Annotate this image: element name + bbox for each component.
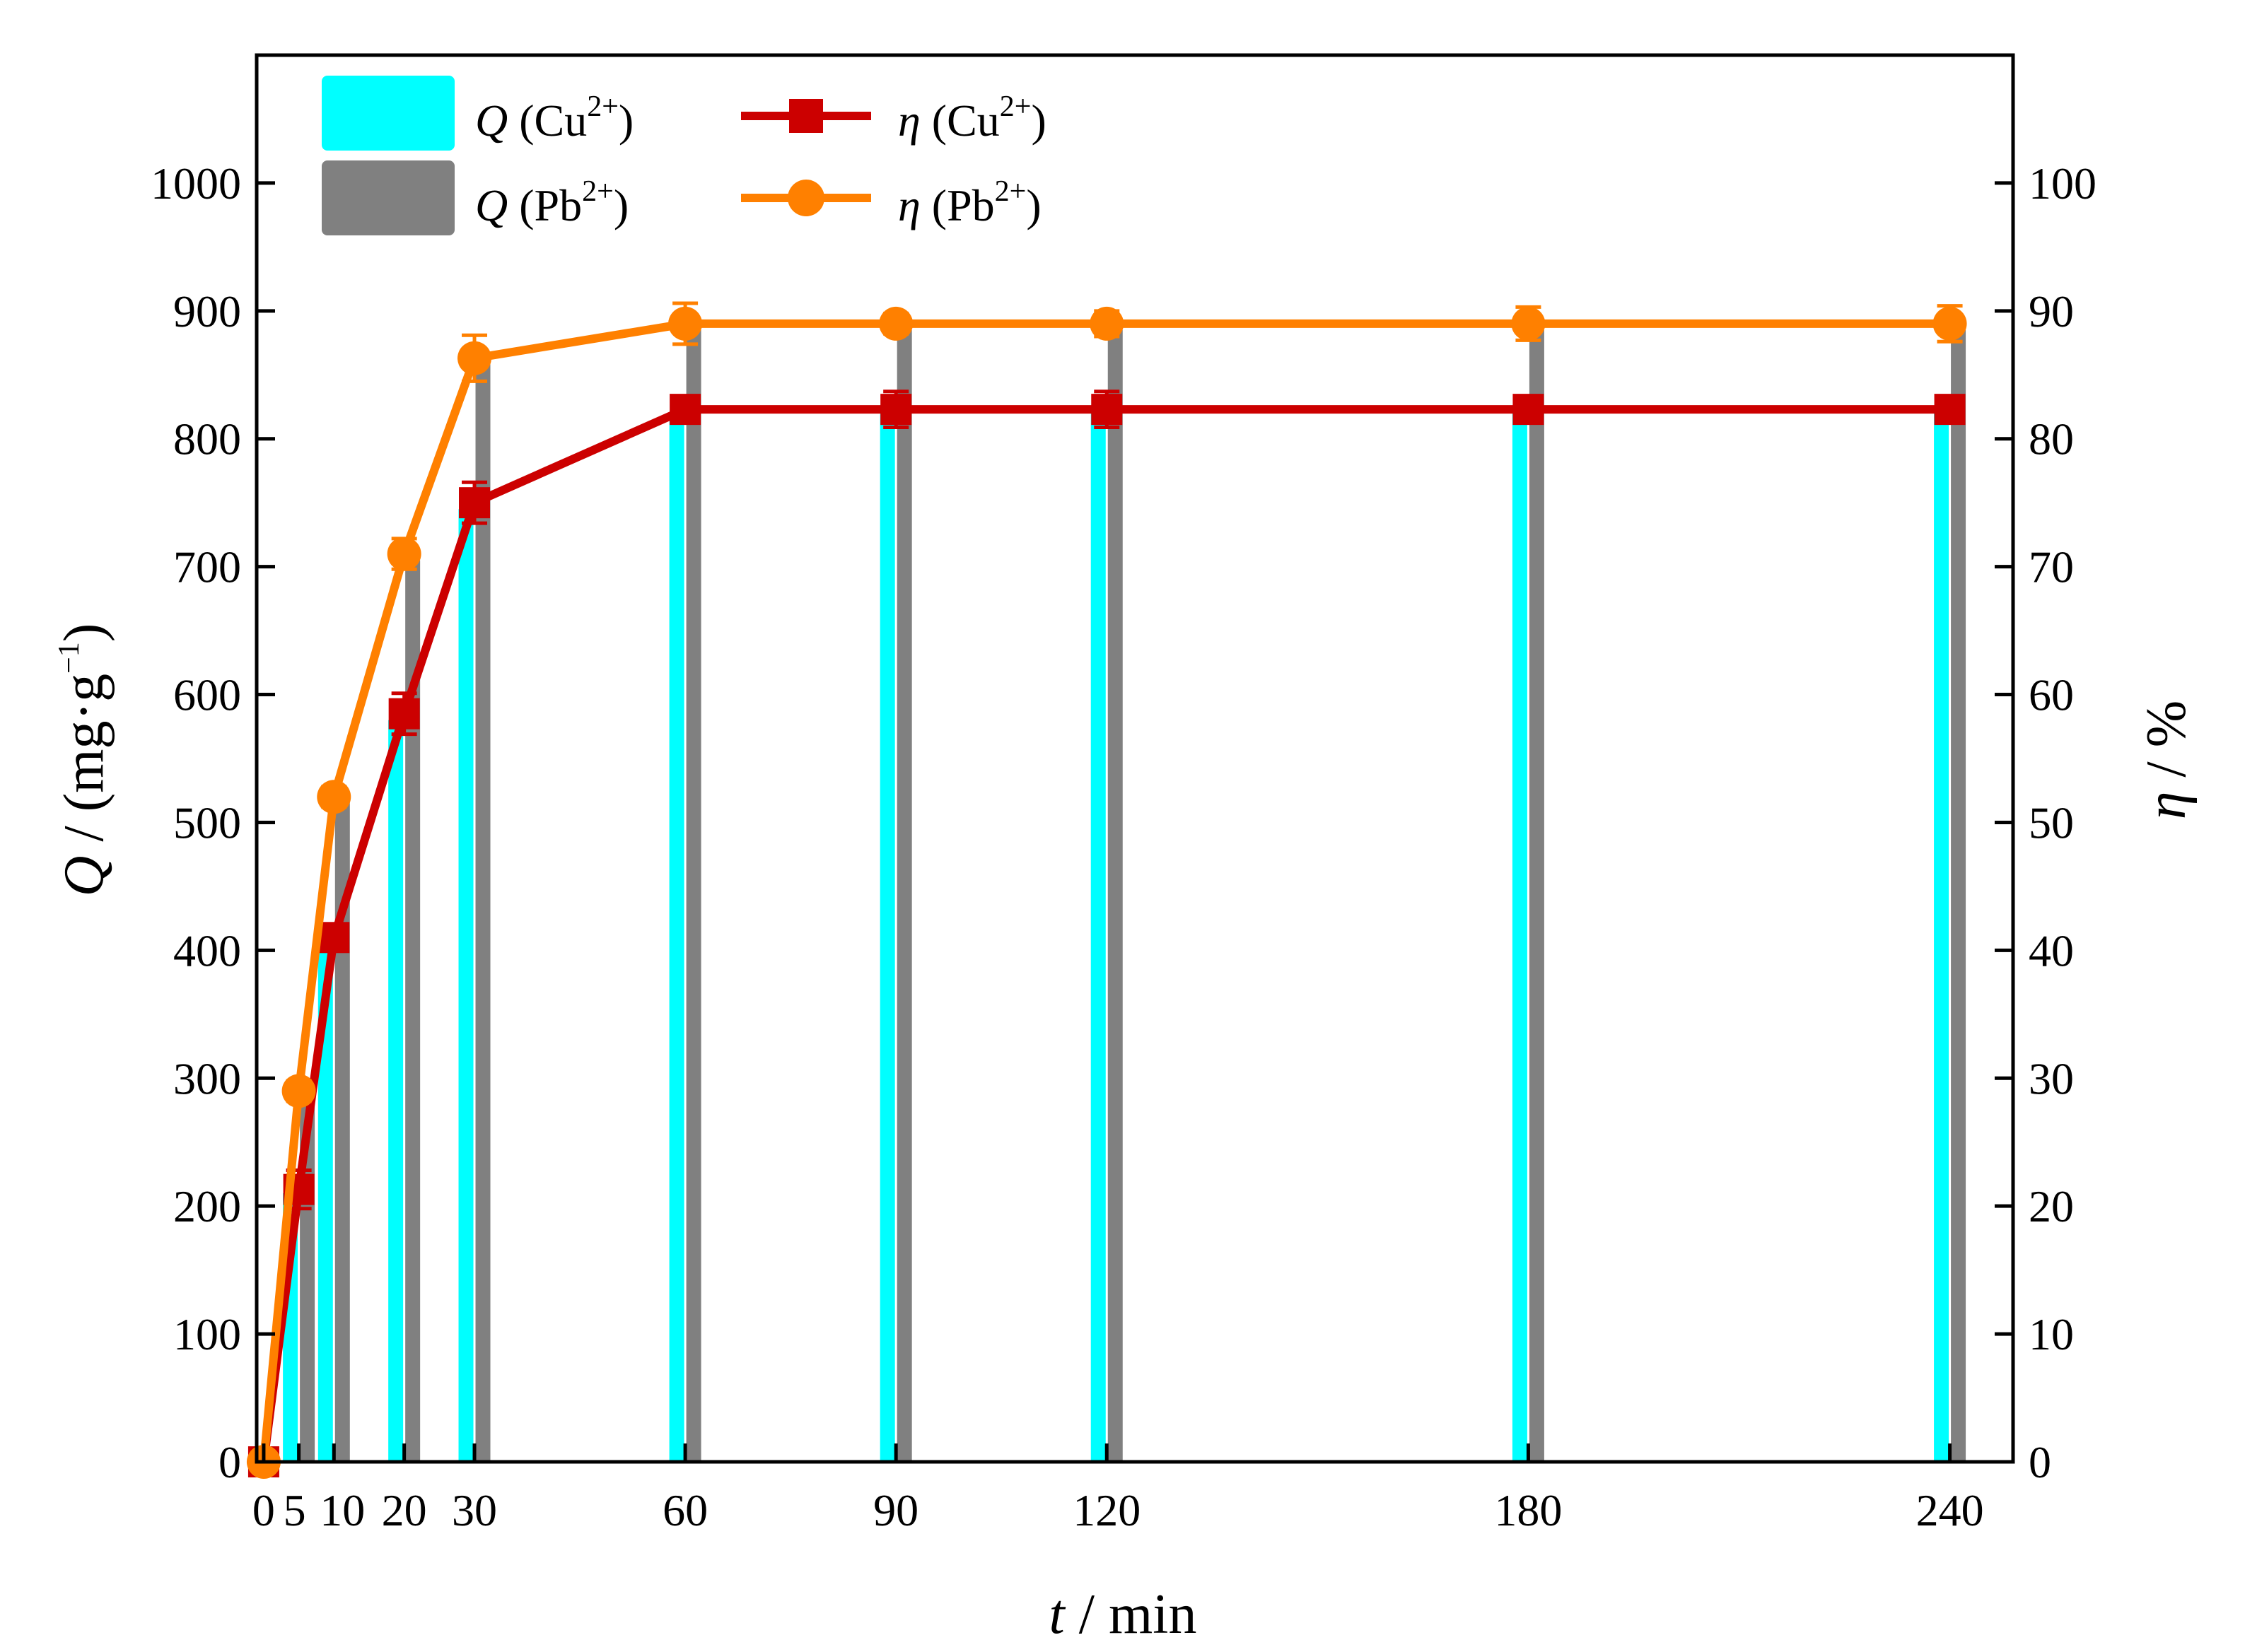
y2-tick-label-30: 30 [2029,1053,2074,1103]
bar-q-cu-20 [388,720,404,1462]
y-tick-label-300: 300 [173,1053,241,1103]
y2-tick-label-100: 100 [2029,158,2096,209]
bar-q-pb-120 [1107,329,1123,1462]
bar-q-cu-60 [669,413,684,1463]
marker-eta-pb-90 [879,306,914,341]
x-tick-label-0: 0 [252,1485,275,1535]
y-tick-label-200: 200 [173,1181,241,1231]
y2-tick-label-0: 0 [2029,1437,2051,1487]
legend-swatch-q-pb [322,160,455,235]
axes-layer: 0100200300400500600700800900100001020304… [151,53,2096,1535]
x-tick-label-120: 120 [1073,1485,1141,1535]
y2-tick-label-50: 50 [2029,797,2074,848]
legend-marker-eta-pb [788,180,824,216]
bar-q-cu-90 [880,413,895,1463]
y-tick-label-100: 100 [173,1309,241,1359]
bars-layer [283,329,1966,1463]
y2-tick-label-20: 20 [2029,1181,2074,1231]
marker-eta-pb-20 [387,537,421,571]
lines-layer [246,301,1967,1479]
marker-eta-pb-120 [1090,306,1124,341]
x-tick-label-10: 10 [320,1485,365,1535]
legend-label-q-pb: Q (Pb2+) [475,175,629,230]
marker-eta-pb-60 [668,306,703,341]
marker-eta-cu-10 [318,922,350,954]
bar-q-cu-10 [317,937,333,1462]
bar-q-cu-180 [1512,413,1527,1463]
legend: Q (Cu2+) Q (Pb2+) η (Cu2+) η (Pb2+) [322,76,1046,235]
y2-tick-label-60: 60 [2029,670,2074,720]
bar-q-pb-90 [897,329,912,1462]
y2-tick-label-80: 80 [2029,414,2074,464]
y-tick-label-0: 0 [218,1437,241,1487]
legend-marker-eta-cu [789,99,823,133]
x-tick-label-90: 90 [873,1485,918,1535]
bar-q-pb-240 [1951,329,1966,1462]
bar-q-cu-120 [1090,413,1106,1463]
y-tick-label-500: 500 [173,797,241,848]
y2-axis-title: η / % [2135,701,2198,820]
x-tick-label-240: 240 [1916,1485,1984,1535]
y2-tick-label-40: 40 [2029,925,2074,976]
marker-eta-cu-30 [459,487,491,519]
y2-tick-label-90: 90 [2029,286,2074,336]
marker-eta-pb-5 [281,1074,316,1108]
y2-tick-label-70: 70 [2029,542,2074,592]
y-tick-label-700: 700 [173,542,241,592]
marker-eta-cu-240 [1934,394,1966,426]
line-eta-cu [259,405,1950,1463]
y2-tick-label-10: 10 [2029,1309,2074,1359]
y-tick-label-600: 600 [173,670,241,720]
y-axis-title: Q / (mg·g−1) [53,623,115,897]
marker-eta-cu-20 [388,698,420,730]
marker-eta-cu-90 [880,394,912,426]
marker-eta-pb-180 [1511,306,1546,341]
y-tick-label-1000: 1000 [151,158,241,209]
marker-eta-pb-30 [457,341,492,375]
marker-eta-cu-180 [1512,394,1544,426]
bar-q-cu-240 [1934,413,1949,1463]
legend-swatch-q-cu [322,76,455,151]
marker-eta-cu-120 [1091,394,1123,426]
x-axis-title: t / min [1049,1583,1197,1646]
marker-eta-pb-10 [317,780,351,814]
legend-label-q-cu: Q (Cu2+) [475,90,634,146]
x-tick-label-60: 60 [663,1485,708,1535]
x-tick-label-20: 20 [382,1485,427,1535]
x-tick-label-30: 30 [452,1485,497,1535]
y-tick-label-800: 800 [173,414,241,464]
y-tick-label-400: 400 [173,925,241,976]
legend-label-eta-cu: η (Cu2+) [898,90,1046,146]
bar-q-pb-60 [686,329,701,1462]
bar-q-pb-180 [1529,329,1544,1462]
x-tick-label-5: 5 [284,1485,306,1535]
legend-label-eta-pb: η (Pb2+) [898,175,1042,230]
bar-q-pb-20 [405,560,421,1463]
bar-q-pb-30 [475,362,491,1462]
plot-frame [255,53,2015,1464]
y-tick-label-900: 900 [173,286,241,336]
bar-q-cu-30 [458,509,474,1462]
marker-eta-pb-240 [1932,306,1967,341]
marker-eta-cu-60 [670,394,701,426]
bar-q-pb-10 [334,797,350,1462]
line-eta-pb [259,319,1950,1463]
x-tick-label-180: 180 [1494,1485,1562,1535]
